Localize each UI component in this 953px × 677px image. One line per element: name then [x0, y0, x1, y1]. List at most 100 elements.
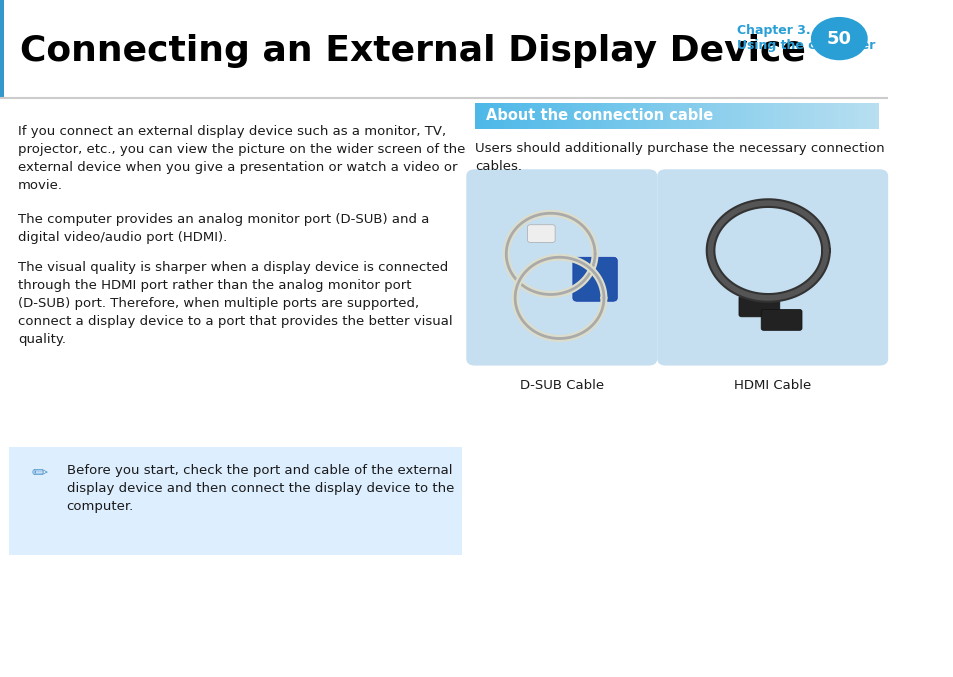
FancyBboxPatch shape [475, 103, 879, 129]
Bar [781, 103, 784, 129]
Bar [736, 103, 740, 129]
Bar [634, 103, 638, 129]
Bar [597, 103, 601, 129]
FancyBboxPatch shape [739, 296, 779, 317]
Text: Chapter 3.: Chapter 3. [737, 24, 810, 37]
Bar [519, 103, 523, 129]
Bar [818, 103, 821, 129]
Bar [495, 103, 499, 129]
Bar [670, 103, 675, 129]
Bar [834, 103, 838, 129]
Bar [825, 103, 829, 129]
Bar [789, 103, 793, 129]
Bar [723, 103, 727, 129]
Bar [528, 103, 532, 129]
Bar [659, 103, 662, 129]
Text: Connecting an External Display Device: Connecting an External Display Device [19, 34, 804, 68]
Bar [621, 103, 625, 129]
Bar [711, 103, 716, 129]
Bar [483, 103, 487, 129]
Text: About the connection cable: About the connection cable [485, 108, 712, 123]
Text: 50: 50 [826, 30, 851, 47]
Bar [577, 103, 580, 129]
Bar [805, 103, 809, 129]
Bar [523, 103, 528, 129]
FancyBboxPatch shape [9, 447, 461, 555]
Bar [580, 103, 585, 129]
Bar [614, 103, 618, 129]
Bar [695, 103, 699, 129]
Bar [503, 103, 507, 129]
Bar [777, 103, 781, 129]
Bar [854, 103, 858, 129]
Bar [638, 103, 642, 129]
Bar [491, 103, 495, 129]
Bar [748, 103, 752, 129]
Bar [691, 103, 695, 129]
Bar [760, 103, 764, 129]
Bar [512, 103, 516, 129]
Bar [752, 103, 756, 129]
Bar [768, 103, 772, 129]
Text: Using the computer: Using the computer [737, 39, 875, 52]
Bar [568, 103, 573, 129]
Bar [650, 103, 654, 129]
Bar [793, 103, 797, 129]
Bar [573, 103, 577, 129]
FancyBboxPatch shape [657, 169, 887, 366]
Text: Before you start, check the port and cable of the external
display device and th: Before you start, check the port and cab… [67, 464, 454, 512]
Bar [874, 103, 879, 129]
Bar [699, 103, 703, 129]
Bar [862, 103, 866, 129]
Bar [858, 103, 862, 129]
Bar [532, 103, 536, 129]
Bar [845, 103, 850, 129]
Bar [618, 103, 621, 129]
FancyBboxPatch shape [572, 257, 617, 301]
Bar [679, 103, 682, 129]
Bar [609, 103, 614, 129]
Text: ✏: ✏ [31, 464, 48, 483]
Bar [809, 103, 813, 129]
Bar [764, 103, 768, 129]
Bar [499, 103, 503, 129]
Bar [625, 103, 630, 129]
Bar [589, 103, 593, 129]
Bar [813, 103, 818, 129]
Bar [536, 103, 540, 129]
Bar [727, 103, 732, 129]
Bar [548, 103, 552, 129]
Bar [646, 103, 650, 129]
Bar [675, 103, 679, 129]
Bar [703, 103, 707, 129]
Bar [552, 103, 557, 129]
Bar [630, 103, 634, 129]
FancyBboxPatch shape [0, 0, 5, 98]
Bar [821, 103, 825, 129]
Bar [756, 103, 760, 129]
Bar [687, 103, 691, 129]
Bar [662, 103, 666, 129]
Bar [829, 103, 834, 129]
Text: If you connect an external display device such as a monitor, TV,
projector, etc.: If you connect an external display devic… [18, 125, 465, 192]
Bar [784, 103, 789, 129]
Circle shape [810, 17, 867, 60]
Bar [772, 103, 777, 129]
Bar [557, 103, 560, 129]
Bar [516, 103, 519, 129]
Text: Users should additionally purchase the necessary connection
cables.: Users should additionally purchase the n… [475, 142, 883, 173]
Bar [743, 103, 748, 129]
Bar [801, 103, 805, 129]
FancyBboxPatch shape [466, 169, 657, 366]
Bar [475, 103, 478, 129]
Bar [707, 103, 711, 129]
Bar [740, 103, 743, 129]
Bar [850, 103, 854, 129]
Bar [585, 103, 589, 129]
Bar [682, 103, 687, 129]
Bar [601, 103, 605, 129]
Bar [866, 103, 870, 129]
Bar [540, 103, 544, 129]
FancyBboxPatch shape [527, 225, 555, 242]
FancyBboxPatch shape [760, 309, 801, 330]
